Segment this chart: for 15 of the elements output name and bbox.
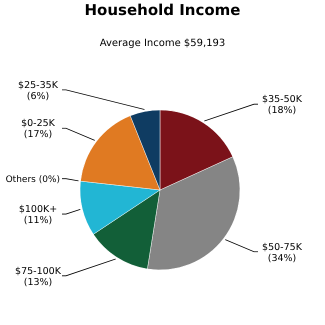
slice-label: $75-100K	[15, 266, 62, 277]
data-label: (11%)	[24, 215, 52, 226]
data-label: (6%)	[26, 90, 50, 102]
data-label: (13%)	[24, 276, 52, 288]
slice-label: $50-75K	[262, 242, 303, 253]
chart-title: Household Income	[84, 1, 240, 19]
slice-label: $25-35K	[18, 80, 59, 91]
legend-label: Others (0%)	[6, 175, 60, 186]
slice-label: $0-25K	[21, 118, 56, 130]
slice-label: $35-50K	[262, 94, 303, 106]
data-label: (34%)	[268, 252, 296, 264]
data-label: (17%)	[24, 129, 52, 140]
chart-subtitle: Average Income $59,193	[100, 38, 226, 49]
slice-label: $100K+	[18, 204, 58, 216]
data-label: (18%)	[268, 105, 296, 116]
